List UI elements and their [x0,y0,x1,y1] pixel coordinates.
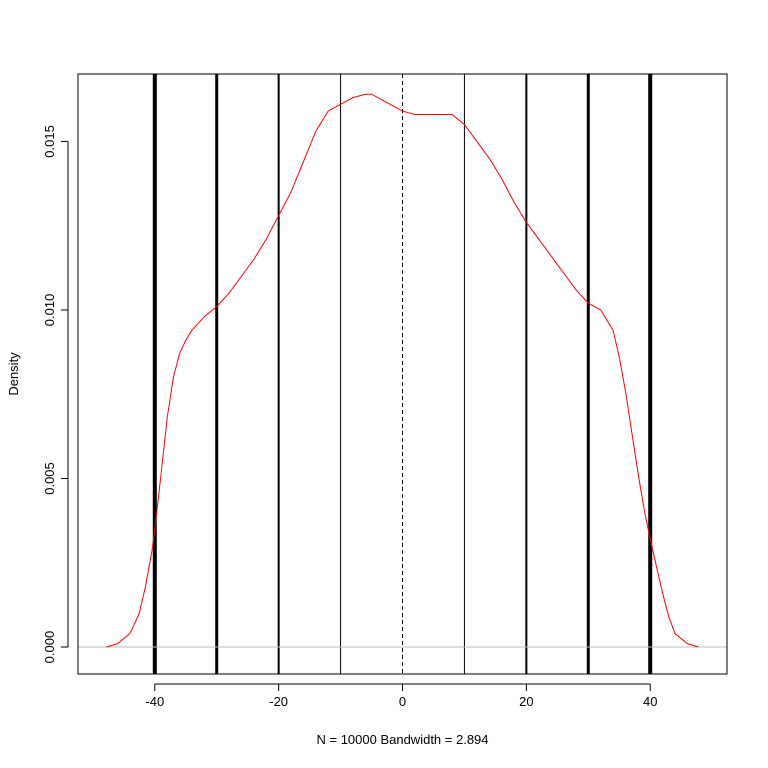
reference-lines [152,74,653,674]
y-axis-label: Density [6,352,21,396]
x-tick-label: -40 [145,694,164,709]
x-axis: -40 -20 0 20 40 [145,683,657,709]
x-tick-label: 40 [643,694,657,709]
x-tick-label: -20 [269,694,288,709]
y-tick-label: 0.000 [42,631,57,664]
y-axis: 0.000 0.005 0.010 0.015 [42,125,69,664]
plot-frame [77,73,728,675]
x-axis-label: N = 10000 Bandwidth = 2.894 [316,732,488,747]
y-tick-label: 0.010 [42,294,57,327]
y-tick-label: 0.015 [42,125,57,158]
density-curve [106,93,699,648]
y-tick-label: 0.005 [42,462,57,495]
x-tick-label: 20 [519,694,533,709]
x-tick-label: 0 [399,694,406,709]
